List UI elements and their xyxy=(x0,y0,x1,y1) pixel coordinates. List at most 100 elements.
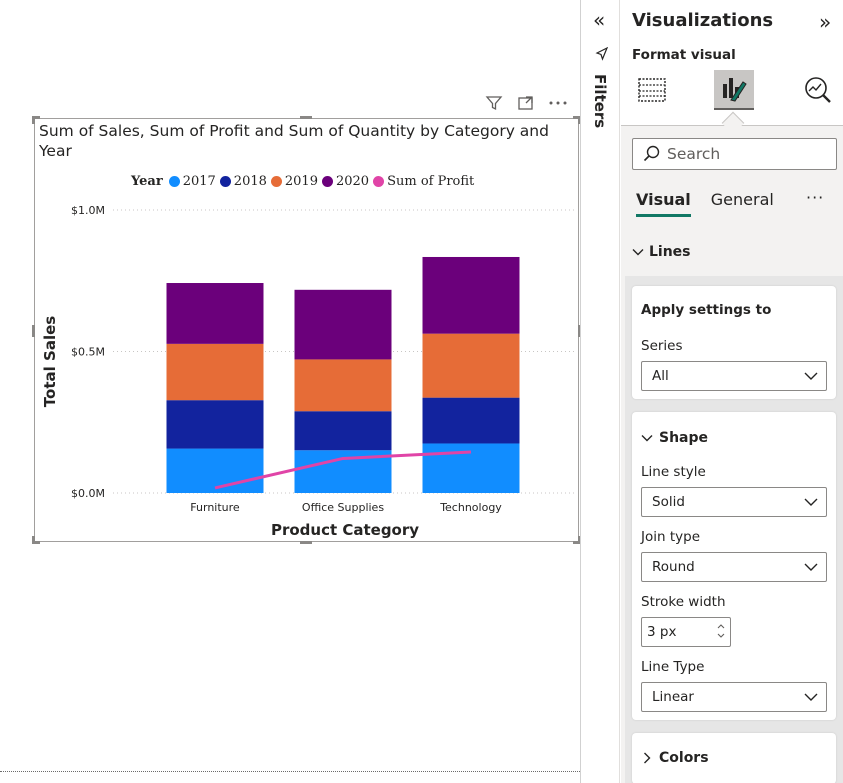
legend-label: 2017 xyxy=(182,174,216,189)
line-style-dropdown[interactable]: Solid xyxy=(641,487,827,517)
y-tick-label: $0.5M xyxy=(71,346,105,359)
bar-segment[interactable] xyxy=(422,256,520,334)
chart-legend: Year 2017 2018 2019 2020 Sum of Profit xyxy=(131,174,478,189)
double-chevron-left-icon[interactable]: « xyxy=(593,8,606,32)
chevron-up-icon[interactable] xyxy=(716,621,726,631)
report-canvas: Sum of Sales, Sum of Profit and Sum of Q… xyxy=(0,93,581,772)
search-box[interactable] xyxy=(632,138,837,170)
y-tick-label: $0.0M xyxy=(71,487,105,500)
chevron-down-icon[interactable] xyxy=(716,631,726,641)
stroke-width-label: Stroke width xyxy=(641,594,726,610)
bar-segment[interactable] xyxy=(422,397,520,444)
resize-handle[interactable] xyxy=(300,116,312,119)
line-type-label: Line Type xyxy=(641,659,705,675)
search-input[interactable] xyxy=(667,145,817,163)
bar-segment[interactable] xyxy=(166,448,264,493)
format-visual-label: Format visual xyxy=(632,47,736,63)
legend-label: Sum of Profit xyxy=(387,174,475,189)
bar-segment[interactable] xyxy=(166,343,264,401)
legend-dot xyxy=(168,176,180,187)
line-style-label: Line style xyxy=(641,464,706,480)
pane-title: Visualizations xyxy=(632,10,774,31)
resize-handle[interactable] xyxy=(300,541,312,544)
resize-handle[interactable] xyxy=(32,325,35,337)
bar-segment[interactable] xyxy=(422,443,520,493)
format-tabs: Visual General xyxy=(636,190,774,217)
resize-handle[interactable] xyxy=(32,536,35,544)
chevron-down-icon xyxy=(641,435,653,442)
x-tick-label: Furniture xyxy=(190,501,240,514)
legend-item-2017[interactable]: 2017 xyxy=(168,174,216,189)
chart-title: Sum of Sales, Sum of Profit and Sum of Q… xyxy=(39,122,549,160)
legend-item-sum-of-profit[interactable]: Sum of Profit xyxy=(373,174,474,189)
filters-pane-collapsed[interactable]: « Filters xyxy=(580,0,620,783)
bar-segment[interactable] xyxy=(166,283,264,344)
tab-general[interactable]: General xyxy=(710,190,774,209)
line-type-value: Linear xyxy=(652,689,694,705)
x-axis-title: Product Category xyxy=(271,521,419,539)
line-style-value: Solid xyxy=(652,494,685,510)
double-chevron-right-icon[interactable]: » xyxy=(819,10,832,34)
legend-item-2018[interactable]: 2018 xyxy=(219,174,267,189)
format-visual-icon[interactable] xyxy=(714,70,754,110)
y-axis-title: Total Sales xyxy=(41,316,59,407)
line-type-dropdown[interactable]: Linear xyxy=(641,682,827,712)
stroke-width-stepper[interactable] xyxy=(641,617,731,647)
bar-segment[interactable] xyxy=(294,359,392,412)
search-icon xyxy=(643,145,660,162)
chevron-down-icon xyxy=(804,563,818,571)
focus-mode-icon[interactable] xyxy=(516,93,536,113)
x-tick-label: Office Supplies xyxy=(302,501,384,514)
x-tick-label: Technology xyxy=(439,501,502,514)
lines-section-header[interactable]: Lines xyxy=(632,244,691,260)
series-dropdown[interactable]: All xyxy=(641,361,827,391)
colors-section-header[interactable]: Colors xyxy=(641,750,709,766)
legend-item-2020[interactable]: 2020 xyxy=(321,174,370,189)
legend-item-2019[interactable]: 2019 xyxy=(270,174,318,189)
format-pane-body: Visual General ··· Lines Apply settings … xyxy=(621,125,843,783)
shape-section-label: Shape xyxy=(659,430,709,446)
chevron-down-icon xyxy=(804,693,818,701)
resize-handle[interactable] xyxy=(573,116,581,119)
colors-section-label: Colors xyxy=(659,750,709,766)
chevron-down-icon xyxy=(632,249,644,256)
tab-visual[interactable]: Visual xyxy=(636,190,691,217)
chevron-right-icon xyxy=(644,752,651,764)
apply-settings-title: Apply settings to xyxy=(641,302,772,318)
chart-visual[interactable]: Sum of Sales, Sum of Profit and Sum of Q… xyxy=(32,116,581,544)
resize-handle[interactable] xyxy=(578,536,581,544)
lines-settings-container: Apply settings to Series All Shape Line … xyxy=(625,276,843,783)
resize-handle[interactable] xyxy=(578,325,581,337)
build-visual-icon[interactable] xyxy=(632,70,672,110)
legend-title: Year xyxy=(131,174,163,189)
analytics-icon[interactable] xyxy=(798,70,838,110)
legend-label: 2020 xyxy=(335,174,370,189)
legend-dot xyxy=(373,176,385,187)
shape-section-header[interactable]: Shape xyxy=(641,430,708,446)
join-type-dropdown[interactable]: Round xyxy=(641,552,827,582)
legend-dot xyxy=(321,176,333,187)
resize-handle[interactable] xyxy=(32,541,40,544)
bar-segment[interactable] xyxy=(422,333,520,398)
resize-handle[interactable] xyxy=(578,116,581,124)
bar-segment[interactable] xyxy=(294,411,392,451)
visualizations-pane: Visualizations » Format visual xyxy=(621,0,843,783)
legend-dot xyxy=(270,176,282,187)
resize-handle[interactable] xyxy=(573,541,581,544)
funnel-icon[interactable] xyxy=(484,93,504,113)
legend-dot xyxy=(219,176,231,187)
bar-segment[interactable] xyxy=(294,289,392,360)
bar-segment[interactable] xyxy=(166,400,264,449)
stepper-arrows[interactable] xyxy=(716,621,726,641)
resize-handle[interactable] xyxy=(32,116,35,124)
resize-handle[interactable] xyxy=(32,116,40,119)
more-options-icon[interactable] xyxy=(548,93,568,113)
y-tick-label: $1.0M xyxy=(71,204,105,217)
chart-plot-area: $0.0M $0.5M $1.0M Furniture Office Supplies T… xyxy=(41,204,575,539)
stroke-width-input[interactable] xyxy=(647,624,705,640)
profit-line xyxy=(214,450,472,490)
filters-label[interactable]: Filters xyxy=(591,74,609,129)
filter-arrow-icon xyxy=(595,46,609,65)
more-options-icon[interactable]: ··· xyxy=(806,188,825,207)
shape-card: Shape Line style Solid Join type Round S… xyxy=(632,412,836,720)
